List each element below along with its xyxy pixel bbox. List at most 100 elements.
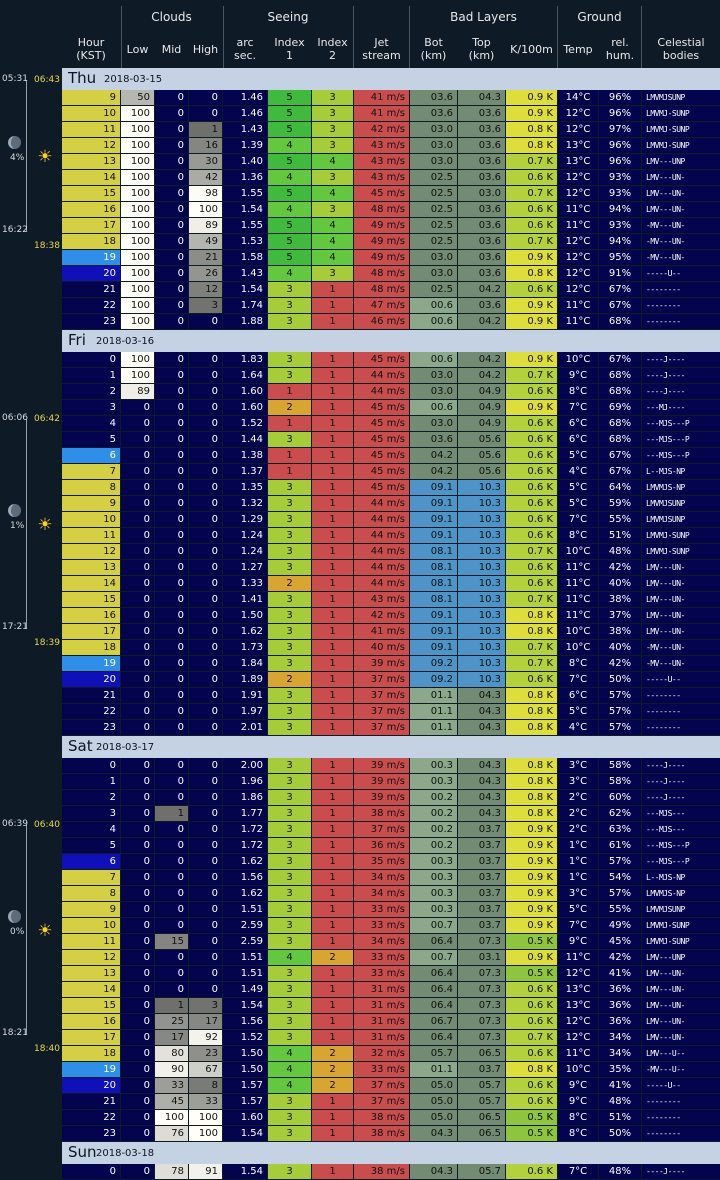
- cloud-mid-cell: 0: [155, 560, 188, 575]
- seeing-index1-cell: 3: [268, 496, 311, 511]
- bad-layer-bottom-cell: 00.3: [410, 902, 457, 917]
- celestial-bodies-cell: LMVMJSUNP: [642, 90, 720, 105]
- table-row: 20 100 0 26 1.43 4 3 48 m/s 03.0 03.6 0.8 K 12°C 91%…: [62, 266, 720, 282]
- bad-layer-top-cell: 07.3: [458, 998, 505, 1013]
- bad-layer-bottom-cell: 00.2: [410, 790, 457, 805]
- seeing-index1-cell: 1: [268, 464, 311, 479]
- table-row: 20 0 33 8 1.57 4 2 37 m/s 05.0 05.7 0.6 K 9°C 41% ---…: [62, 1078, 720, 1094]
- seeing-index2-cell: 1: [312, 624, 353, 639]
- ground-temp-cell: 12°C: [558, 186, 598, 201]
- hour-cell: 23: [62, 720, 120, 735]
- seeing-index2-cell: 1: [312, 688, 353, 703]
- cloud-mid-cell: 0: [155, 902, 188, 917]
- seeing-index1-cell: 3: [268, 480, 311, 495]
- jet-stream-cell: 44 m/s: [354, 528, 409, 543]
- seeing-arcsec-cell: 1.41: [223, 592, 267, 607]
- table-row: 9 0 0 0 1.32 3 1 44 m/s 09.1 10.3 0.6 K 5°C 59% LMVMJ…: [62, 496, 720, 512]
- cloud-low-cell: 0: [121, 448, 154, 463]
- seeing-arcsec-cell: 1.54: [223, 1126, 267, 1141]
- jet-stream-cell: 44 m/s: [354, 496, 409, 511]
- table-row: 13 100 0 30 1.40 5 4 43 m/s 03.0 03.6 0.7 K 13°C 96%…: [62, 154, 720, 170]
- seeing-index2-cell: 2: [312, 1046, 353, 1061]
- ground-temp-cell: 11°C: [558, 218, 598, 233]
- cloud-low-cell: 0: [121, 1046, 154, 1061]
- hour-cell: 16: [62, 202, 120, 217]
- moonrise-time: 05:31: [2, 74, 28, 84]
- hour-cell: 9: [62, 902, 120, 917]
- temp-gradient-cell: 0.5 K: [506, 1126, 557, 1141]
- cloud-high-cell: 0: [189, 352, 222, 367]
- hour-cell: 13: [62, 560, 120, 575]
- celestial-bodies-cell: --------: [642, 1126, 720, 1141]
- seeing-arcsec-cell: 1.54: [223, 998, 267, 1013]
- table-row: 10 0 0 0 1.29 3 1 44 m/s 09.1 10.3 0.6 K 7°C 55% LMVM…: [62, 512, 720, 528]
- cloud-low-cell: 100: [121, 298, 154, 313]
- jet-stream-cell: 40 m/s: [354, 640, 409, 655]
- hour-cell: 21: [62, 1094, 120, 1109]
- seeing-index1-cell: 3: [268, 704, 311, 719]
- celestial-bodies-cell: ----J----: [642, 758, 720, 773]
- cloud-high-cell: 3: [189, 298, 222, 313]
- seeing-index2-cell: 3: [312, 138, 353, 153]
- table-row: 19 0 90 67 1.50 4 2 33 m/s 01.1 03.7 0.8 K 10°C 35% -…: [62, 1062, 720, 1078]
- cloud-low-cell: 0: [121, 1062, 154, 1077]
- rel-humidity-cell: 48%: [599, 1164, 641, 1179]
- rel-humidity-cell: 57%: [599, 720, 641, 735]
- temp-gradient-cell: 0.6 K: [506, 528, 557, 543]
- bad-layer-bottom-cell: 00.6: [410, 298, 457, 313]
- cloud-high-cell: 0: [189, 790, 222, 805]
- seeing-index2-cell: 1: [312, 298, 353, 313]
- seeing-index1-cell: 4: [268, 138, 311, 153]
- cloud-low-cell: 100: [121, 266, 154, 281]
- bad-layer-top-cell: 04.3: [458, 806, 505, 821]
- ground-temp-cell: 11°C: [558, 1046, 598, 1061]
- bad-layer-bottom-cell: 02.5: [410, 186, 457, 201]
- jet-stream-cell: 31 m/s: [354, 1030, 409, 1045]
- hour-cell: 10: [62, 106, 120, 121]
- bad-layer-top-cell: 07.3: [458, 934, 505, 949]
- day-name: Sun: [68, 1143, 97, 1161]
- jet-stream-cell: 43 m/s: [354, 592, 409, 607]
- table-row: 9 50 0 0 1.46 5 3 41 m/s 03.6 04.3 0.9 K 14°C 96% LMV…: [62, 90, 720, 106]
- temp-gradient-cell: 0.8 K: [506, 608, 557, 623]
- cloud-mid-cell: 0: [155, 90, 188, 105]
- seeing-index2-cell: 1: [312, 464, 353, 479]
- cloud-mid-cell: 0: [155, 314, 188, 329]
- cloud-high-cell: 0: [189, 608, 222, 623]
- cloud-low-cell: 0: [121, 640, 154, 655]
- moon-visibility-line: [26, 825, 27, 1034]
- cloud-high-cell: 100: [189, 1126, 222, 1141]
- cloud-mid-cell: 0: [155, 854, 188, 869]
- seeing-index2-cell: 1: [312, 448, 353, 463]
- cloud-mid-cell: 78: [155, 1164, 188, 1179]
- temp-gradient-cell: 0.6 K: [506, 464, 557, 479]
- ground-temp-cell: 1°C: [558, 854, 598, 869]
- seeing-index1-cell: 3: [268, 790, 311, 805]
- temp-gradient-cell: 0.8 K: [506, 720, 557, 735]
- bad-layer-top-cell: 03.6: [458, 202, 505, 217]
- rel-humidity-cell: 94%: [599, 234, 641, 249]
- hour-cell: 2: [62, 384, 120, 399]
- ground-temp-cell: 11°C: [558, 202, 598, 217]
- seeing-index2-cell: 1: [312, 1110, 353, 1125]
- moon-phase-icon: [8, 910, 21, 923]
- celestial-bodies-cell: LMVMJS-NP: [642, 480, 720, 495]
- rel-humidity-cell: 97%: [599, 122, 641, 137]
- jet-stream-cell: 34 m/s: [354, 886, 409, 901]
- table-row: 3 0 1 0 1.77 3 1 38 m/s 00.2 04.3 0.8 K 2°C 62% ---MJ…: [62, 806, 720, 822]
- column-header: Top (km): [468, 36, 495, 62]
- table-row: 13 0 0 0 1.27 3 1 44 m/s 08.1 10.3 0.6 K 11°C 42% LMV…: [62, 560, 720, 576]
- bad-layer-bottom-cell: 04.3: [410, 1164, 457, 1179]
- temp-gradient-cell: 0.6 K: [506, 202, 557, 217]
- ground-temp-cell: 11°C: [558, 608, 598, 623]
- celestial-bodies-cell: -----U--: [642, 672, 720, 687]
- bad-layer-top-cell: 10.3: [458, 576, 505, 591]
- seeing-index2-cell: 3: [312, 90, 353, 105]
- seeing-index1-cell: 3: [268, 528, 311, 543]
- seeing-arcsec-cell: 1.89: [223, 672, 267, 687]
- seeing-index1-cell: 3: [268, 592, 311, 607]
- jet-stream-cell: 44 m/s: [354, 368, 409, 383]
- cloud-high-cell: 0: [189, 640, 222, 655]
- table-row: 22 0 100 100 1.60 3 1 38 m/s 05.0 06.5 0.5 K 8°C 51%…: [62, 1110, 720, 1126]
- hour-cell: 11: [62, 934, 120, 949]
